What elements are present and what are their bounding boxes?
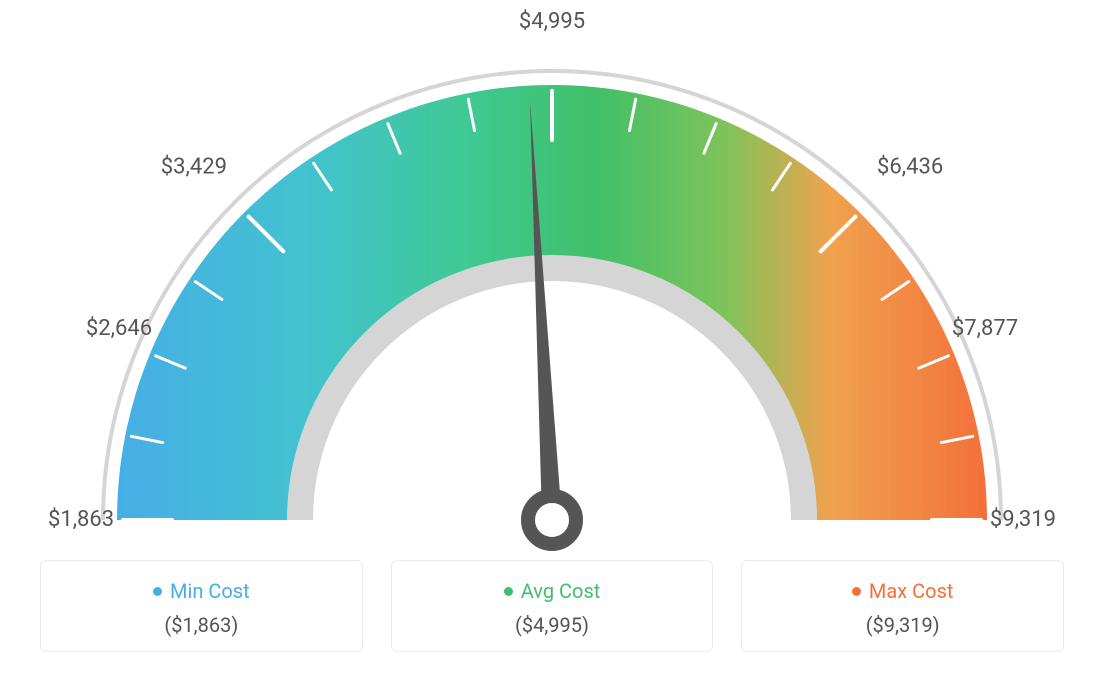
svg-text:$9,319: $9,319 [990,507,1056,532]
legend-label-min: Min Cost [170,579,250,603]
legend-dot-avg [504,587,513,596]
svg-text:$1,863: $1,863 [48,507,114,532]
svg-text:$6,436: $6,436 [877,155,943,180]
svg-text:$3,429: $3,429 [161,155,227,180]
legend-dot-min [153,587,162,596]
legend-dot-max [852,587,861,596]
legend-value-min: ($1,863) [51,613,352,637]
legend-card-min: Min Cost ($1,863) [40,560,363,652]
legend-row: Min Cost ($1,863) Avg Cost ($4,995) Max … [0,560,1104,652]
gauge-svg: $1,863 $2,646 $3,429 $4,995 $6,436 $7,877 $9,3… [0,0,1104,560]
legend-card-avg: Avg Cost ($4,995) [391,560,714,652]
legend-label-max: Max Cost [869,579,954,603]
svg-text:$4,995: $4,995 [519,9,585,34]
svg-text:$2,646: $2,646 [86,316,152,341]
cost-gauge-chart: $1,863 $2,646 $3,429 $4,995 $6,436 $7,877 $9,3… [0,0,1104,560]
legend-value-max: ($9,319) [752,613,1053,637]
legend-value-avg: ($4,995) [402,613,703,637]
svg-text:$7,877: $7,877 [952,316,1018,341]
legend-card-max: Max Cost ($9,319) [741,560,1064,652]
legend-label-avg: Avg Cost [521,579,601,603]
